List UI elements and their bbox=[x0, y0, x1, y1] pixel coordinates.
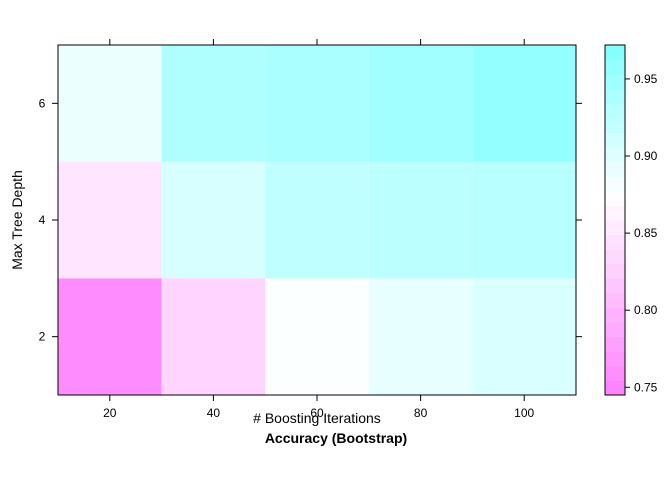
colorbar-border bbox=[604, 44, 626, 396]
colorbar-tick-label-0.75: 0.75 bbox=[634, 380, 658, 394]
heatmap-cell-80-2 bbox=[368, 278, 473, 395]
colorbar-step bbox=[605, 322, 625, 338]
heatmap-cell-60-4 bbox=[265, 161, 369, 279]
heatmap-cell-60-2 bbox=[265, 278, 369, 395]
heatmap-cell-100-2 bbox=[472, 278, 576, 395]
x-tick-label-20: 20 bbox=[103, 406, 117, 420]
colorbar-step bbox=[605, 380, 625, 396]
colorbar-step bbox=[605, 74, 625, 90]
colorbar-step bbox=[605, 365, 625, 381]
heatmap-cell-20-4 bbox=[58, 161, 162, 279]
colorbar-tick-label-0.80: 0.80 bbox=[634, 303, 658, 317]
colorbar-step bbox=[605, 220, 625, 236]
colorbar-step bbox=[605, 176, 625, 192]
colorbar-step bbox=[605, 117, 625, 133]
y-axis-label: Max Tree Depth bbox=[9, 170, 25, 270]
heatmap-cell-100-6 bbox=[472, 45, 576, 162]
colorbar-step bbox=[605, 307, 625, 323]
colorbar-step bbox=[605, 336, 625, 352]
colorbar-step bbox=[605, 249, 625, 265]
colorbar-step bbox=[605, 59, 625, 75]
colorbar-step bbox=[605, 88, 625, 104]
y-tick-label-6: 6 bbox=[39, 96, 46, 110]
colorbar-step bbox=[605, 147, 625, 163]
heatmap-cell-40-4 bbox=[161, 161, 266, 279]
heatmap-cell-20-6 bbox=[58, 45, 162, 162]
heatmap-cell-80-4 bbox=[368, 161, 473, 279]
x-tick-label-60: 60 bbox=[310, 406, 324, 420]
chart-title: Accuracy (Bootstrap) bbox=[265, 430, 407, 446]
y-tick-label-4: 4 bbox=[39, 213, 46, 227]
x-axis-ticks: 20 40 60 80 100 bbox=[103, 39, 535, 420]
x-tick-label-80: 80 bbox=[414, 406, 428, 420]
colorbar-step bbox=[605, 132, 625, 148]
heatmap-cell-40-6 bbox=[161, 45, 266, 162]
heatmap-cell-100-4 bbox=[472, 161, 576, 279]
x-axis-label: # Boosting Iterations bbox=[253, 410, 381, 426]
colorbar: 0.75 0.80 0.85 0.90 0.95 bbox=[604, 44, 658, 396]
x-tick-label-40: 40 bbox=[207, 406, 221, 420]
heatmap-cell-80-6 bbox=[368, 45, 473, 162]
colorbar-step bbox=[605, 263, 625, 279]
heatmap-cell-20-2 bbox=[58, 278, 162, 395]
heatmap-cell-60-6 bbox=[265, 45, 369, 162]
colorbar-tick-label-0.85: 0.85 bbox=[634, 226, 658, 240]
heatmap-cells bbox=[58, 45, 576, 395]
y-axis-ticks: 2 4 6 bbox=[39, 96, 582, 344]
colorbar-step bbox=[605, 351, 625, 367]
colorbar-step bbox=[605, 234, 625, 250]
colorbar-step bbox=[605, 103, 625, 119]
colorbar-step bbox=[605, 205, 625, 221]
colorbar-tick-label-0.90: 0.90 bbox=[634, 149, 658, 163]
colorbar-step bbox=[605, 190, 625, 206]
colorbar-tick-label-0.95: 0.95 bbox=[634, 72, 658, 86]
y-tick-label-2: 2 bbox=[39, 330, 46, 344]
colorbar-step bbox=[605, 45, 625, 61]
colorbar-step bbox=[605, 161, 625, 177]
heatmap-cell-40-2 bbox=[161, 278, 266, 395]
colorbar-step bbox=[605, 292, 625, 308]
colorbar-step bbox=[605, 278, 625, 294]
x-tick-label-100: 100 bbox=[514, 406, 534, 420]
